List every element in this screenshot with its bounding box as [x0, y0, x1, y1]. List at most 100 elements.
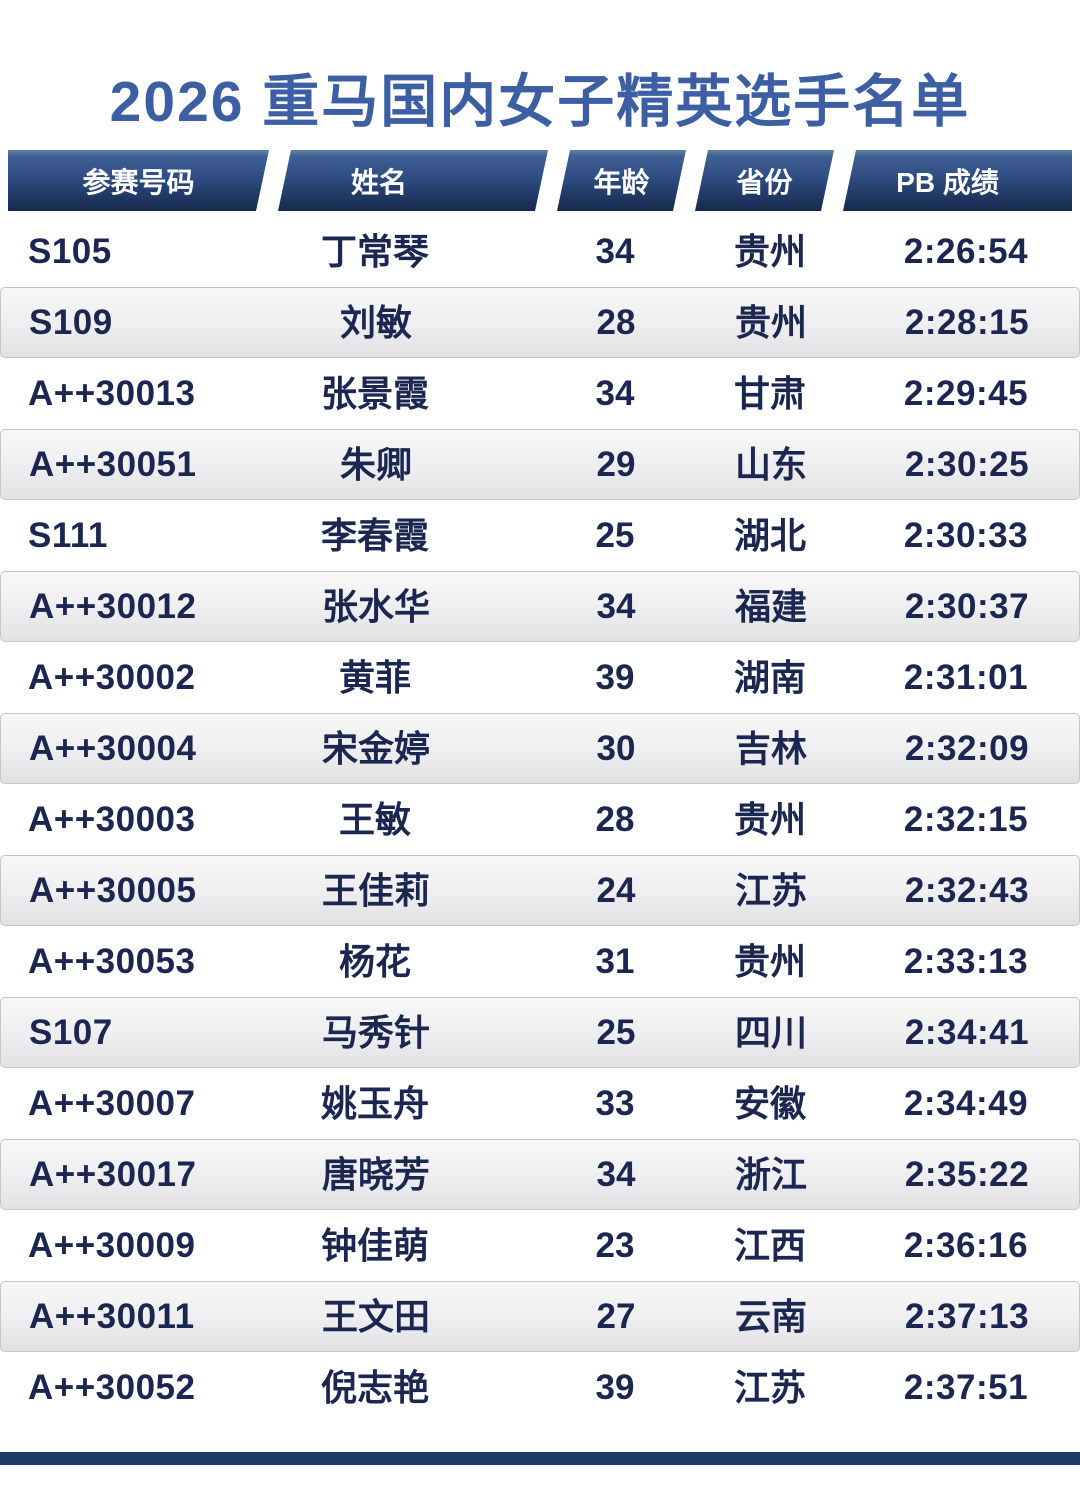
cell-age: 25	[596, 1013, 636, 1052]
cell-age: 34	[596, 587, 636, 626]
cell-name: 李春霞	[320, 514, 429, 556]
header-col-age: 年龄	[557, 150, 686, 211]
table-row: A++30009 钟佳萌 23 江西 2:36:16	[0, 1210, 1080, 1281]
cell-province: 浙江	[734, 1153, 807, 1195]
page-title: 2026 重马国内女子精英选手名单	[109, 70, 971, 134]
table-row: A++30011 王文田 27 云南 2:37:13	[0, 1281, 1080, 1352]
cell-age: 33	[595, 1084, 635, 1123]
cell-bib: A++30005	[29, 871, 197, 910]
header-col-pb-label: PB 成绩	[896, 166, 999, 198]
table-row: A++30007 姚玉舟 33 安徽 2:34:49	[0, 1068, 1080, 1139]
cell-bib: A++30007	[28, 1084, 196, 1123]
table-body: S105 丁常琴 34 贵州 2:26:54 S109 刘敏 28 贵州 2:2…	[0, 216, 1080, 1423]
header-col-pb: PB 成绩	[843, 150, 1072, 211]
cell-bib: S107	[29, 1013, 113, 1052]
table-row: A++30005 王佳莉 24 江苏 2:32:43	[0, 855, 1080, 926]
cell-bib: A++30051	[29, 445, 197, 484]
cell-province: 云南	[734, 1295, 807, 1337]
cell-age: 28	[596, 303, 636, 342]
cell-age: 25	[595, 516, 635, 555]
cell-bib: S111	[28, 516, 108, 555]
cell-pb: 2:36:16	[903, 1226, 1029, 1265]
cell-pb: 2:30:33	[903, 516, 1029, 555]
cell-province: 安徽	[733, 1082, 806, 1124]
cell-pb: 2:32:15	[903, 800, 1029, 839]
cell-province: 贵州	[734, 301, 807, 343]
cell-age: 24	[596, 871, 636, 910]
cell-age: 28	[595, 800, 635, 839]
cell-bib: A++30053	[28, 942, 196, 981]
footer-divider-bar	[0, 1452, 1080, 1465]
cell-name: 姚玉舟	[320, 1082, 429, 1124]
cell-pb: 2:37:51	[903, 1368, 1029, 1407]
cell-bib: A++30052	[28, 1368, 196, 1407]
cell-age: 39	[595, 658, 635, 697]
cell-age: 34	[595, 374, 635, 413]
cell-province: 贵州	[733, 230, 806, 272]
cell-age: 30	[596, 729, 636, 768]
cell-province: 贵州	[733, 798, 806, 840]
cell-pb: 2:29:45	[903, 374, 1029, 413]
cell-pb: 2:32:09	[904, 729, 1030, 768]
cell-bib: A++30017	[29, 1155, 197, 1194]
cell-name: 马秀针	[321, 1011, 430, 1053]
cell-name: 朱卿	[339, 443, 412, 485]
cell-bib: S105	[28, 232, 112, 271]
cell-bib: A++30002	[28, 658, 196, 697]
header-col-name-label: 姓名	[350, 166, 407, 198]
table-row: S111 李春霞 25 湖北 2:30:33	[0, 500, 1080, 571]
cell-bib: A++30004	[29, 729, 197, 768]
cell-name: 宋金婷	[321, 727, 430, 769]
cell-bib: A++30013	[28, 374, 196, 413]
cell-pb: 2:30:37	[904, 587, 1030, 626]
table-row: A++30017 唐晓芳 34 浙江 2:35:22	[0, 1139, 1080, 1210]
table-row: A++30002 黄菲 39 湖南 2:31:01	[0, 642, 1080, 713]
cell-age: 39	[595, 1368, 635, 1407]
cell-name: 张水华	[321, 585, 430, 627]
cell-name: 刘敏	[339, 301, 412, 343]
header-col-bib: 参赛号码	[8, 150, 269, 211]
cell-age: 31	[595, 942, 635, 981]
cell-province: 贵州	[733, 940, 806, 982]
cell-age: 34	[595, 232, 635, 271]
cell-name: 黄菲	[338, 656, 411, 698]
cell-bib: S109	[29, 303, 113, 342]
cell-name: 张景霞	[320, 372, 429, 414]
cell-province: 甘肃	[733, 372, 806, 414]
table-row: S105 丁常琴 34 贵州 2:26:54	[0, 216, 1080, 287]
header-col-province: 省份	[695, 150, 834, 211]
cell-name: 钟佳萌	[320, 1224, 429, 1266]
cell-province: 吉林	[734, 727, 807, 769]
cell-name: 倪志艳	[320, 1366, 429, 1408]
cell-bib: A++30011	[29, 1297, 195, 1336]
cell-age: 27	[596, 1297, 636, 1336]
cell-name: 杨花	[338, 940, 411, 982]
cell-province: 江苏	[733, 1366, 806, 1408]
table-row: A++30051 朱卿 29 山东 2:30:25	[0, 429, 1080, 500]
table-header: 参赛号码 姓名 年龄 省份 PB 成绩	[8, 150, 1072, 211]
cell-province: 福建	[734, 585, 807, 627]
cell-province: 江西	[733, 1224, 806, 1266]
cell-name: 丁常琴	[320, 230, 429, 272]
cell-province: 四川	[734, 1011, 807, 1053]
cell-pb: 2:35:22	[904, 1155, 1030, 1194]
header-col-age-label: 年龄	[593, 166, 650, 198]
cell-province: 湖南	[733, 656, 806, 698]
cell-pb: 2:28:15	[904, 303, 1030, 342]
cell-pb: 2:34:49	[903, 1084, 1029, 1123]
cell-name: 唐晓芳	[321, 1153, 430, 1195]
cell-pb: 2:34:41	[904, 1013, 1030, 1052]
cell-age: 29	[596, 445, 636, 484]
cell-name: 王敏	[338, 798, 411, 840]
table-row: A++30013 张景霞 34 甘肃 2:29:45	[0, 358, 1080, 429]
cell-pb: 2:37:13	[904, 1297, 1030, 1336]
cell-bib: A++30009	[28, 1226, 196, 1265]
table-row: A++30053 杨花 31 贵州 2:33:13	[0, 926, 1080, 997]
header-col-province-label: 省份	[736, 166, 793, 198]
cell-age: 34	[596, 1155, 636, 1194]
cell-name: 王佳莉	[321, 869, 430, 911]
table-row: A++30004 宋金婷 30 吉林 2:32:09	[0, 713, 1080, 784]
cell-pb: 2:33:13	[903, 942, 1029, 981]
cell-province: 湖北	[733, 514, 806, 556]
